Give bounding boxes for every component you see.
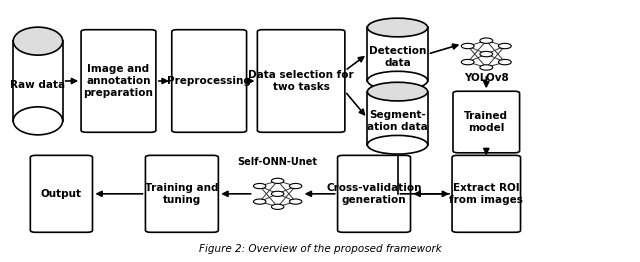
Text: YOLOv8: YOLOv8 <box>464 73 509 83</box>
Ellipse shape <box>367 135 428 154</box>
Text: Output: Output <box>41 189 82 199</box>
Ellipse shape <box>13 107 63 135</box>
Text: Image and
annotation
preparation: Image and annotation preparation <box>84 64 154 97</box>
Ellipse shape <box>367 71 428 90</box>
Ellipse shape <box>499 43 511 49</box>
Ellipse shape <box>271 191 284 196</box>
Ellipse shape <box>461 59 474 65</box>
Ellipse shape <box>480 38 493 43</box>
Ellipse shape <box>461 43 474 49</box>
Text: Extract ROI
from images: Extract ROI from images <box>449 183 524 205</box>
FancyBboxPatch shape <box>452 155 520 232</box>
FancyBboxPatch shape <box>81 30 156 132</box>
Text: Figure 2: Overview of the proposed framework: Figure 2: Overview of the proposed frame… <box>199 244 442 254</box>
Ellipse shape <box>253 199 266 204</box>
Text: Segment-
ation data: Segment- ation data <box>367 110 428 132</box>
Ellipse shape <box>367 18 428 37</box>
Text: Training and
tuning: Training and tuning <box>145 183 219 205</box>
FancyBboxPatch shape <box>257 30 345 132</box>
Ellipse shape <box>480 65 493 70</box>
Ellipse shape <box>480 51 493 57</box>
Bar <box>13 41 63 121</box>
Ellipse shape <box>253 183 266 189</box>
FancyBboxPatch shape <box>30 155 92 232</box>
FancyBboxPatch shape <box>453 91 520 153</box>
Text: Detection
data: Detection data <box>369 46 426 68</box>
FancyBboxPatch shape <box>337 155 410 232</box>
Ellipse shape <box>289 183 302 189</box>
Text: Cross-validation
generation: Cross-validation generation <box>326 183 422 205</box>
Ellipse shape <box>271 178 284 183</box>
Text: Raw data: Raw data <box>10 80 65 90</box>
Ellipse shape <box>499 59 511 65</box>
Ellipse shape <box>289 199 302 204</box>
Ellipse shape <box>367 82 428 101</box>
Text: Self-ONN-Unet: Self-ONN-Unet <box>237 157 317 167</box>
Ellipse shape <box>271 204 284 209</box>
FancyBboxPatch shape <box>172 30 246 132</box>
Bar <box>367 28 428 81</box>
Text: Preprocessing: Preprocessing <box>167 76 251 86</box>
Ellipse shape <box>13 27 63 55</box>
FancyBboxPatch shape <box>145 155 218 232</box>
Text: Trained
model: Trained model <box>464 111 508 133</box>
Bar <box>367 92 428 145</box>
Text: Data selection for
two tasks: Data selection for two tasks <box>248 70 354 92</box>
